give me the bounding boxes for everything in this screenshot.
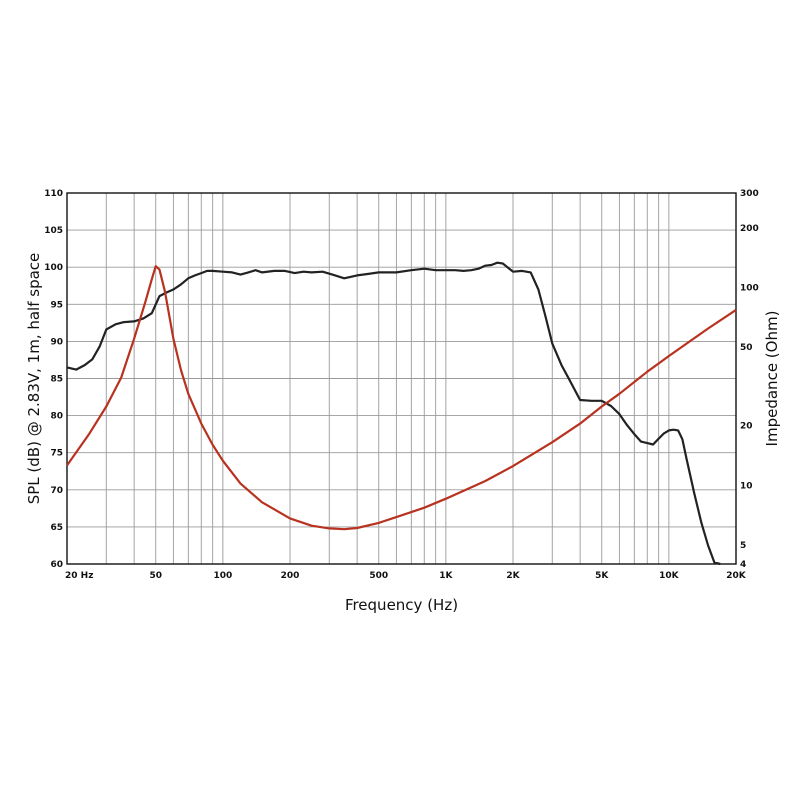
y-tick-label: 85 [50, 375, 63, 385]
x-tick-label: 200 [281, 571, 300, 581]
grid [66, 192, 737, 565]
y-tick-label: 95 [50, 300, 63, 310]
y-tick-label: 60 [50, 560, 63, 570]
y2-tick-label: 4 [740, 560, 746, 570]
y2-tick-label: 10 [740, 481, 753, 491]
x-tick-label: 20K [726, 571, 747, 581]
x-axis-label: Frequency (Hz) [345, 596, 458, 614]
y-tick-label: 105 [44, 226, 63, 236]
y-tick-label: 90 [50, 337, 63, 347]
y2-axis-label: Impedance (Ohm) [763, 311, 781, 447]
y-tick-label: 70 [50, 486, 63, 496]
y2-tick-label: 100 [740, 283, 759, 293]
y-tick-label: 65 [50, 523, 63, 533]
y-tick-label: 75 [50, 449, 63, 459]
spl-series-line [66, 261, 721, 566]
y-axis-label: SPL (dB) @ 2.83V, 1m, half space [25, 253, 43, 505]
y-tick-label: 80 [50, 412, 63, 422]
y-tick-label: 100 [44, 263, 63, 273]
x-tick-label: 2K [506, 571, 520, 581]
x-tick-label: 50 [149, 571, 162, 581]
x-tick-label: 500 [369, 571, 388, 581]
x-tick-label: 1K [439, 571, 453, 581]
x-tick-label: 10K [659, 571, 680, 581]
tick-labels: 20 Hz 50 100 200 500 1K 2K 5K 10K 20K 60 65 70 75 80 85… [44, 189, 759, 581]
y2-tick-label: 5 [740, 541, 746, 551]
x-tick-label: 100 [213, 571, 232, 581]
series-group [66, 261, 737, 566]
impedance-series-line [66, 265, 737, 531]
y2-tick-label: 300 [740, 189, 759, 199]
plot-frame [66, 192, 737, 565]
y-tick-label: 110 [44, 189, 63, 199]
y2-tick-label: 50 [740, 343, 753, 353]
x-tick-label: 5K [595, 571, 609, 581]
y2-tick-label: 20 [740, 422, 753, 432]
y2-tick-label: 200 [740, 224, 759, 234]
x-tick-label: 20 Hz [65, 571, 93, 581]
